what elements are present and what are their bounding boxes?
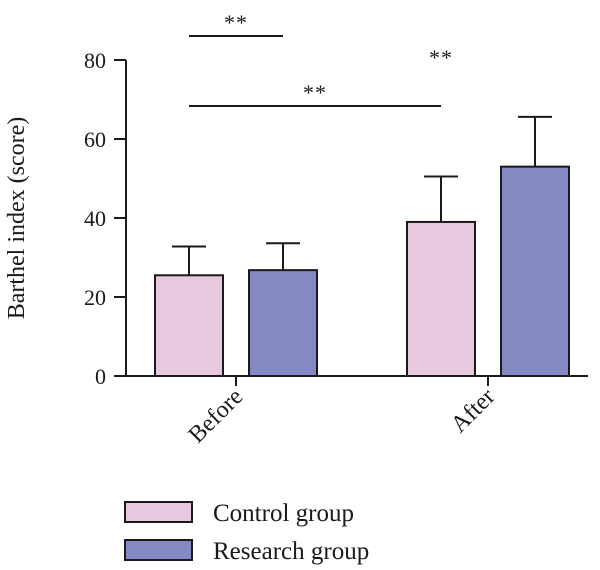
legend-label: Control group [213,500,354,527]
x-tick-label: After [446,384,500,438]
legend: Control group Research group [124,500,369,565]
bar [500,165,570,377]
bar [248,269,318,378]
bar [154,274,224,377]
legend-swatch [124,501,193,523]
y-axis-title: Barthel index (score) [4,117,30,320]
y-tick-label: 0 [95,364,106,389]
x-axis: Before After [125,375,588,449]
x-tick-label: Before [184,384,249,449]
legend-label: Research group [213,538,369,565]
significance-brackets: ** ** ** [189,10,453,107]
y-tick-label: 20 [84,285,106,310]
significance-label: ** [224,10,248,35]
bars [154,115,570,378]
significance-label: ** [303,80,327,105]
significance-label: ** [429,45,453,70]
legend-swatch [124,539,193,561]
y-tick-label: 60 [84,127,106,152]
y-tick-label: 80 [84,48,106,73]
bar [406,220,476,377]
y-tick-label: 40 [84,206,106,231]
y-axis: 0 20 40 60 80 [84,48,127,389]
